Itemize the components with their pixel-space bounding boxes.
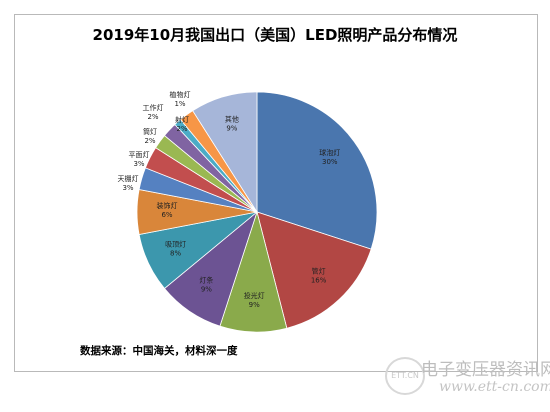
watermark-logo-icon: ETT.CN	[385, 357, 425, 395]
chart-title: 2019年10月我国出口（美国）LED照明产品分布情况	[92, 26, 458, 44]
slice-percent-label: 2%	[176, 125, 187, 133]
slice-category-label: 工作灯	[143, 103, 164, 112]
slice-category-label: 筒灯	[143, 127, 157, 136]
slice-percent-label: 6%	[161, 211, 172, 219]
slice-percent-label: 2%	[147, 113, 158, 121]
slice-percent-label: 30%	[322, 158, 338, 166]
slice-category-label: 平面灯	[129, 150, 150, 159]
slice-category-label: 装饰灯	[157, 201, 178, 210]
slice-percent-label: 9%	[249, 301, 260, 309]
pie-slice-球泡灯	[256, 91, 378, 250]
slice-category-label: 球泡灯	[319, 148, 340, 157]
slice-category-label: 吸顶灯	[165, 239, 186, 248]
watermark-site-name: 电子变压器资讯网	[421, 360, 550, 380]
slice-percent-label: 8%	[170, 249, 181, 257]
source-note: 数据来源：中国海关，材料深一度	[80, 345, 238, 357]
slice-category-label: 管灯	[312, 267, 326, 276]
slice-percent-label: 1%	[174, 100, 185, 108]
slice-percent-label: 9%	[226, 125, 237, 133]
slice-category-label: 投光灯	[244, 291, 265, 300]
watermark: ETT.CN 电子变压器资讯网 www.ett-cn.com	[385, 355, 550, 405]
slice-category-label: 灯条	[199, 275, 213, 284]
slice-category-label: 天棚灯	[118, 174, 139, 183]
pie-slice-其他	[192, 91, 258, 214]
slice-category-label: 植物灯	[170, 90, 191, 99]
slice-category-label: 射灯	[175, 115, 189, 124]
slice-percent-label: 9%	[201, 285, 212, 293]
slice-percent-label: 16%	[311, 277, 327, 285]
slice-percent-label: 2%	[144, 137, 155, 145]
slice-percent-label: 3%	[122, 184, 133, 192]
watermark-url: www.ett-cn.com	[439, 379, 550, 395]
slice-percent-label: 3%	[133, 160, 144, 168]
pie-slice-管灯	[256, 211, 372, 329]
slice-category-label: 其他	[225, 115, 239, 124]
